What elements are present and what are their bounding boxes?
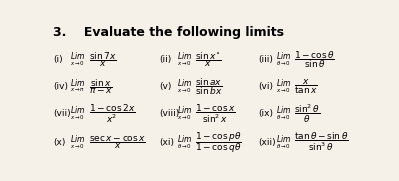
Text: $\dfrac{1-\cos p\theta}{1-\cos q\theta}$: $\dfrac{1-\cos p\theta}{1-\cos q\theta}$ bbox=[195, 130, 242, 155]
Text: (ii): (ii) bbox=[160, 55, 172, 64]
Text: (ix): (ix) bbox=[259, 109, 274, 118]
Text: $\underset{x\to 0}{Lim}$: $\underset{x\to 0}{Lim}$ bbox=[177, 78, 192, 95]
Text: $\underset{x\to \pi}{Lim}$: $\underset{x\to \pi}{Lim}$ bbox=[70, 79, 85, 94]
Text: $\underset{\theta\to 0}{Lim}$: $\underset{\theta\to 0}{Lim}$ bbox=[276, 105, 291, 122]
Text: $\underset{x\to 0}{Lim}$: $\underset{x\to 0}{Lim}$ bbox=[276, 78, 291, 95]
Text: $\dfrac{\sin x}{\pi - x}$: $\dfrac{\sin x}{\pi - x}$ bbox=[89, 77, 113, 96]
Text: (xi): (xi) bbox=[160, 138, 175, 147]
Text: (v): (v) bbox=[160, 82, 172, 91]
Text: $\dfrac{1-\cos 2x}{x^{2}}$: $\dfrac{1-\cos 2x}{x^{2}}$ bbox=[89, 103, 135, 125]
Text: $\dfrac{\sin x^{\circ}}{x}$: $\dfrac{\sin x^{\circ}}{x}$ bbox=[195, 50, 221, 69]
Text: 3.    Evaluate the following limits: 3. Evaluate the following limits bbox=[53, 26, 284, 39]
Text: $\dfrac{\sin ax}{\sin bx}$: $\dfrac{\sin ax}{\sin bx}$ bbox=[195, 76, 223, 97]
Text: (i): (i) bbox=[53, 55, 63, 64]
Text: (iv): (iv) bbox=[53, 82, 68, 91]
Text: $\dfrac{\tan\theta-\sin\theta}{\sin^{3}\theta}$: $\dfrac{\tan\theta-\sin\theta}{\sin^{3}\… bbox=[294, 131, 349, 153]
Text: $\dfrac{\sin 7x}{x}$: $\dfrac{\sin 7x}{x}$ bbox=[89, 50, 116, 69]
Text: $\underset{\theta\to 0}{Lim}$: $\underset{\theta\to 0}{Lim}$ bbox=[276, 134, 291, 151]
Text: $\underset{x\to 0}{Lim}$: $\underset{x\to 0}{Lim}$ bbox=[70, 105, 85, 122]
Text: (iii): (iii) bbox=[259, 55, 273, 64]
Text: $\underset{\theta\to 0}{Lim}$: $\underset{\theta\to 0}{Lim}$ bbox=[276, 51, 291, 68]
Text: (viii): (viii) bbox=[160, 109, 180, 118]
Text: $\dfrac{1-\cos\theta}{\sin\theta}$: $\dfrac{1-\cos\theta}{\sin\theta}$ bbox=[294, 49, 335, 70]
Text: $\underset{x\to 0}{Lim}$: $\underset{x\to 0}{Lim}$ bbox=[70, 134, 85, 151]
Text: $\dfrac{1-\cos x}{\sin^{2}x}$: $\dfrac{1-\cos x}{\sin^{2}x}$ bbox=[195, 103, 236, 125]
Text: (vii): (vii) bbox=[53, 109, 71, 118]
Text: $\dfrac{\sec x-\cos x}{x}$: $\dfrac{\sec x-\cos x}{x}$ bbox=[89, 134, 146, 151]
Text: $\underset{x\to 0}{Lim}$: $\underset{x\to 0}{Lim}$ bbox=[177, 105, 192, 122]
Text: $\underset{x\to 0}{Lim}$: $\underset{x\to 0}{Lim}$ bbox=[70, 51, 85, 68]
Text: $\underset{x\to 0}{Lim}$: $\underset{x\to 0}{Lim}$ bbox=[177, 51, 192, 68]
Text: $\dfrac{\sin^{2}\theta}{\theta}$: $\dfrac{\sin^{2}\theta}{\theta}$ bbox=[294, 103, 320, 125]
Text: $\underset{\theta\to 0}{Lim}$: $\underset{\theta\to 0}{Lim}$ bbox=[177, 134, 192, 151]
Text: $\dfrac{x}{\tan x}$: $\dfrac{x}{\tan x}$ bbox=[294, 77, 318, 96]
Text: (xii): (xii) bbox=[259, 138, 276, 147]
Text: (vi): (vi) bbox=[259, 82, 274, 91]
Text: (x): (x) bbox=[53, 138, 65, 147]
